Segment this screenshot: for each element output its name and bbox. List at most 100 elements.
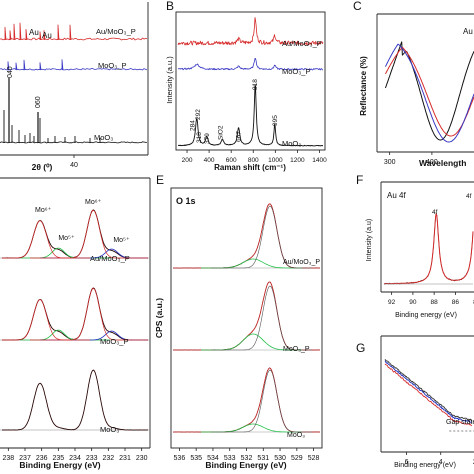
panel-c-label: C — [353, 0, 362, 13]
panel-e-x-ticklabel: 536 — [174, 455, 186, 462]
panel-d-x-ticklabel: 232 — [102, 455, 114, 462]
panel-e-lattice-component — [211, 205, 312, 269]
panel-a-au-peak — [19, 22, 22, 41]
panel-b-peak-label: 379 — [204, 133, 211, 144]
panel-a-blue-peak — [15, 62, 18, 71]
panel-f-x-ticklabel: 86 — [452, 299, 460, 306]
panel-g-series-red — [384, 363, 473, 427]
panel-b-legend-moo3-p: MoO₃_P — [282, 67, 310, 76]
panel-d-mo5-component — [20, 329, 110, 341]
panel-d-x-ticklabel: 235 — [52, 455, 64, 462]
panel-d-data — [1, 369, 149, 431]
panel-a-series-moo3 — [0, 141, 148, 144]
panel-e-x-ticklabel: 528 — [308, 455, 320, 462]
panel-b-x-ticklabel: 200 — [182, 157, 193, 164]
panel-a-au-peak — [39, 31, 42, 41]
panel-b-x-ticklabel: 1200 — [290, 157, 305, 164]
panel-c-x-label: Wavelength — [419, 158, 466, 168]
panel-e-legend-au-moo3-p: Au/MoO₃_P — [283, 259, 320, 266]
panel-b-x-ticklabel: 1000 — [268, 157, 283, 164]
panel-e-envelope — [173, 281, 320, 351]
panel-f-x-ticklabel: 92 — [388, 299, 396, 306]
panel-e-x-ticklabel: 534 — [207, 455, 219, 462]
panel-f-annotation-4f52: 4f — [466, 193, 472, 200]
panel-d-x-ticklabel: 233 — [86, 455, 98, 462]
panel-a-blue-peak — [7, 61, 10, 71]
panel-e-x-ticklabel: 530 — [274, 455, 286, 462]
panel-a-au-peak — [13, 23, 16, 41]
panel-e-x-label: Binding Energy (eV) — [205, 460, 286, 470]
panel-f-annotation-4f72: 4f — [432, 209, 438, 216]
panel-a-blue-peak — [39, 62, 42, 71]
panel-e-data — [173, 281, 320, 351]
panel-b-peak-label: 284 — [189, 120, 196, 131]
panel-b-x-ticklabel: 800 — [248, 157, 259, 164]
panel-b-peak-label: 995 — [272, 115, 279, 126]
panel-a-au-peak — [25, 29, 28, 41]
panel-d-envelope — [2, 209, 148, 259]
panel-a-legend-moo3-p: MoO₃_P — [98, 61, 126, 70]
panel-b-x-ticklabel: 400 — [204, 157, 215, 164]
panel-d-data — [1, 287, 149, 341]
panel-d-legend-au-moo3-p: Au/MoO₃_P — [90, 254, 130, 263]
panel-d-mo6-component — [2, 299, 90, 341]
panel-b-x-ticklabel: 1400 — [312, 157, 327, 164]
panel-c-x-ticklabel: 300 — [384, 159, 396, 166]
panel-e-lattice-component — [211, 369, 312, 433]
panel-b-legend-au-moo3-p: Au/MoO₃_P — [282, 39, 322, 48]
panel-b-peak-label: 318 — [196, 132, 203, 143]
panel-a-blue-peak — [61, 59, 64, 71]
panel-d-mo6-component — [30, 287, 148, 341]
panel-e-data — [173, 367, 321, 433]
panel-a-label-060: 060 — [35, 96, 42, 108]
panel-a-au-label: Au — [42, 31, 52, 40]
panel-d-mo6-component — [2, 220, 90, 259]
panel-a-legend-au-moo3-p: Au/MoO₃_P — [96, 27, 136, 36]
panel-d-annotation-mo5: Mo⁵⁺ — [113, 237, 130, 244]
panel-b-peak-label: SiO2 — [217, 125, 224, 140]
panel-d-legend-moo3-p: MoO₃_P — [100, 337, 128, 346]
panel-d-x-ticklabel: 238 — [2, 455, 14, 462]
panel-f-label: F — [356, 173, 363, 187]
panel-c-series-black — [384, 41, 474, 141]
panel-g-x-ticklabel: 4 — [439, 459, 443, 466]
panel-c-series-red — [384, 46, 474, 137]
panel-d-mo5-component — [40, 330, 148, 341]
panel-c-series-blue — [384, 43, 474, 143]
panel-d-envelope — [2, 369, 148, 431]
panel-g-series-blue — [384, 360, 473, 423]
panel-e-axes — [170, 187, 323, 449]
panel-e-label: E — [156, 173, 164, 187]
panel-e-lattice-component — [211, 285, 312, 351]
panel-a-au-peak — [9, 30, 12, 41]
panel-b-series-moo3 — [177, 84, 323, 147]
panel-d-x-ticklabel: 230 — [136, 455, 148, 462]
panel-f-x-ticklabel: 88 — [431, 299, 439, 306]
panel-d-x-label: Binding Energy (eV) — [19, 460, 100, 470]
panel-a-legend-moo3: MoO₃ — [94, 133, 113, 142]
panel-e-legend-moo3-p: MoO₃_P — [283, 346, 310, 353]
panel-a-x-ticklabel: 40 — [70, 162, 78, 169]
panel-f-x-label: Binding energy (eV) — [395, 312, 457, 319]
panel-d-legend-moo3: MoO₃ — [100, 425, 119, 434]
panel-a-au-label: Au — [29, 28, 39, 37]
panel-a-au-peak — [43, 30, 46, 41]
panel-b-label: B — [166, 0, 174, 13]
panel-d-data — [1, 209, 149, 259]
panel-b-peak-label: 818 — [252, 79, 259, 90]
panel-e-envelope — [173, 367, 320, 433]
panel-b-peak-label: 667 — [236, 131, 243, 142]
panel-e-x-ticklabel: 535 — [190, 455, 202, 462]
panel-d-annotation-mo6: Mo⁶⁺ — [85, 199, 102, 206]
panel-d-x-ticklabel: 234 — [69, 455, 81, 462]
panel-b-x-ticklabel: 600 — [226, 157, 237, 164]
panel-a-au-peak — [69, 24, 72, 41]
panel-e-x-ticklabel: 532 — [241, 455, 253, 462]
panel-d-annotation-mo6: Mo⁶⁺ — [35, 207, 52, 214]
panel-a-au-peak — [4, 26, 7, 41]
panel-d-x-ticklabel: 236 — [36, 455, 48, 462]
panel-b-legend-moo3: MoO₃ — [282, 139, 301, 148]
panel-a-series-au-moo3-p — [0, 37, 148, 41]
panel-a-au-peak — [57, 24, 60, 41]
